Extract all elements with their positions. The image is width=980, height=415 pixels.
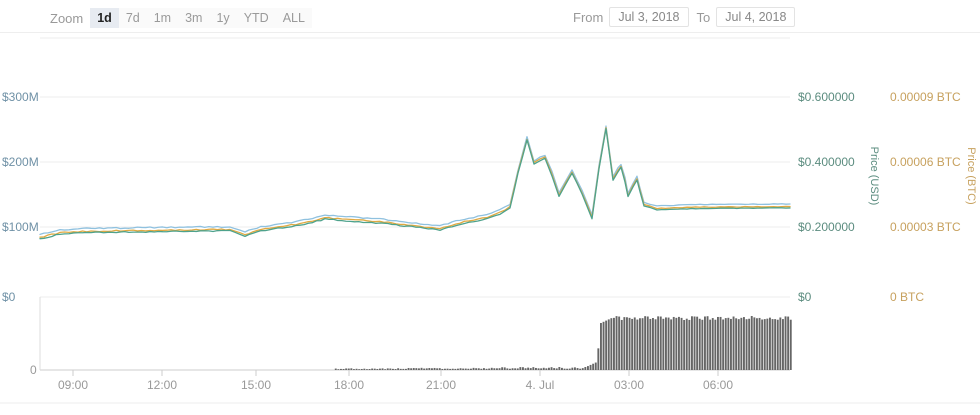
svg-text:06:00: 06:00: [703, 378, 733, 392]
svg-text:Price (USD): Price (USD): [868, 147, 880, 206]
svg-text:18:00: 18:00: [334, 378, 364, 392]
svg-text:$0.400000: $0.400000: [798, 155, 855, 169]
svg-text:$0.600000: $0.600000: [798, 90, 855, 104]
svg-text:0: 0: [30, 363, 37, 377]
svg-text:$0: $0: [798, 290, 812, 304]
svg-text:0 BTC: 0 BTC: [890, 290, 924, 304]
svg-text:$200M: $200M: [2, 155, 39, 169]
svg-text:12:00: 12:00: [147, 378, 177, 392]
svg-text:$0: $0: [2, 290, 16, 304]
svg-text:$0.200000: $0.200000: [798, 220, 855, 234]
svg-text:4. Jul: 4. Jul: [526, 378, 555, 392]
svg-text:15:00: 15:00: [241, 378, 271, 392]
svg-text:0.00009 BTC: 0.00009 BTC: [890, 90, 961, 104]
svg-text:Price (BTC): Price (BTC): [965, 147, 977, 204]
svg-text:0.00006 BTC: 0.00006 BTC: [890, 155, 961, 169]
svg-text:0.00003 BTC: 0.00003 BTC: [890, 220, 961, 234]
svg-text:21:00: 21:00: [426, 378, 456, 392]
svg-text:$300M: $300M: [2, 90, 39, 104]
svg-text:03:00: 03:00: [614, 378, 644, 392]
svg-text:09:00: 09:00: [58, 378, 88, 392]
svg-text:$100M: $100M: [2, 220, 39, 234]
